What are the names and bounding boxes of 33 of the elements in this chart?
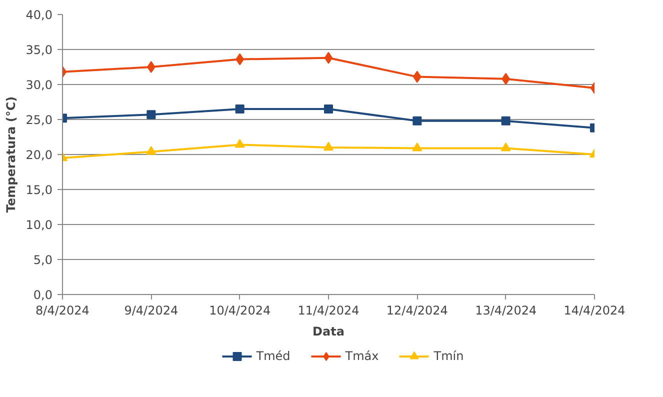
x-tick-label: 11/4/2024 — [298, 304, 360, 318]
point — [147, 61, 156, 73]
y-tick-label: 30,0 — [26, 78, 52, 92]
point — [146, 110, 156, 120]
y-tick-label: 40,0 — [26, 8, 52, 22]
legend-label: Tméd — [256, 349, 290, 363]
point — [324, 142, 334, 151]
y-axis-title: Temperatura (°C) — [4, 96, 18, 213]
point — [501, 116, 510, 126]
x-tick-label: 10/4/2024 — [209, 304, 271, 318]
point — [412, 116, 422, 126]
point — [324, 104, 333, 114]
x-tick-label: 8/4/2024 — [36, 304, 90, 318]
point — [412, 142, 422, 152]
x-tick-label: 13/4/2024 — [475, 304, 537, 318]
point — [235, 104, 244, 114]
legend-label: Tmín — [434, 349, 464, 363]
point — [324, 52, 333, 64]
x-tick-label: 12/4/2024 — [386, 304, 448, 318]
y-tick-label: 0,0 — [33, 288, 53, 302]
point — [234, 139, 245, 148]
x-axis-title: Data — [312, 324, 344, 338]
x-tick-label: 14/4/2024 — [564, 304, 626, 318]
y-tick-label: 5,0 — [33, 253, 53, 267]
legend-label: Tmáx — [345, 349, 379, 363]
y-tick-label: 10,0 — [26, 218, 52, 232]
y-tick-label: 20,0 — [26, 148, 52, 162]
point — [146, 146, 156, 155]
y-tick-label: 35,0 — [26, 43, 52, 57]
point — [500, 142, 511, 152]
y-tick-label: 15,0 — [26, 183, 52, 197]
y-tick-label: 25,0 — [26, 113, 52, 127]
x-tick-label: 9/4/2024 — [124, 304, 178, 318]
